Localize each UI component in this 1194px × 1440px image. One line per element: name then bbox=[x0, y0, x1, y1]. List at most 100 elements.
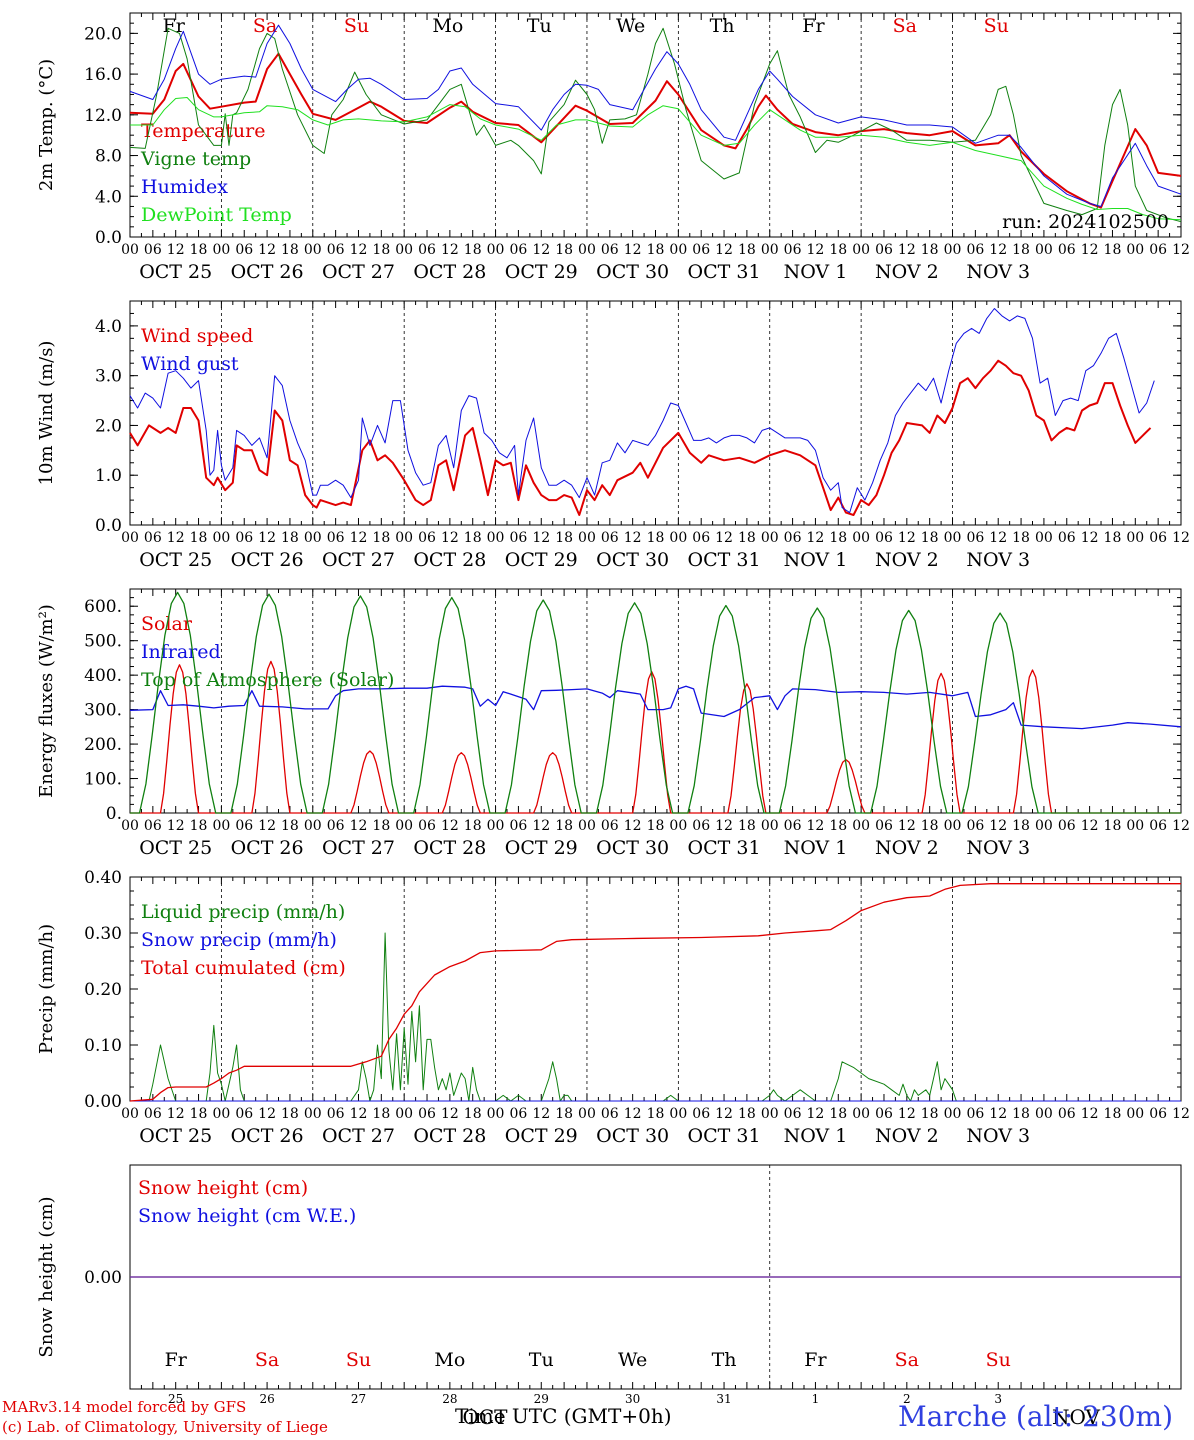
hour-tick-label: 12 bbox=[532, 1106, 550, 1122]
y-tick-label: 4.0 bbox=[95, 187, 122, 207]
hour-tick-label: 00 bbox=[1126, 530, 1144, 546]
hour-tick-label: 06 bbox=[875, 530, 893, 546]
series-line-temperature bbox=[129, 52, 1182, 209]
date-label: OCT 27 bbox=[322, 261, 395, 283]
weekday-label: Mo bbox=[434, 1349, 465, 1371]
hour-tick-label: 12 bbox=[350, 818, 368, 834]
date-label: NOV 2 bbox=[875, 1125, 939, 1147]
hour-tick-label: 12 bbox=[807, 1106, 825, 1122]
hour-tick-label: 06 bbox=[1058, 1106, 1076, 1122]
hour-tick-label: 06 bbox=[601, 242, 619, 258]
date-label: NOV 2 bbox=[875, 261, 939, 283]
hour-tick-label: 12 bbox=[350, 1106, 368, 1122]
hour-tick-label: 12 bbox=[715, 242, 733, 258]
hour-tick-label: 06 bbox=[875, 1106, 893, 1122]
series-line-humidex bbox=[129, 24, 1182, 207]
day-number: 28 bbox=[442, 1392, 457, 1406]
date-label: OCT 25 bbox=[139, 1125, 212, 1147]
hour-tick-label: 06 bbox=[1149, 530, 1167, 546]
y-tick-label: 400. bbox=[84, 666, 122, 686]
hour-tick-label: 12 bbox=[532, 530, 550, 546]
hour-tick-label: 06 bbox=[1149, 818, 1167, 834]
y-tick-label: 1.0 bbox=[95, 466, 122, 486]
hour-tick-label: 00 bbox=[669, 1106, 687, 1122]
date-label: NOV 1 bbox=[784, 549, 848, 571]
hour-tick-label: 12 bbox=[1172, 530, 1190, 546]
date-label: NOV 1 bbox=[784, 261, 848, 283]
weekday-label: Tu bbox=[529, 1349, 554, 1371]
date-label: NOV 3 bbox=[966, 261, 1030, 283]
hour-tick-label: 18 bbox=[1012, 1106, 1030, 1122]
date-label: OCT 27 bbox=[322, 1125, 395, 1147]
weekday-label: Su bbox=[984, 15, 1009, 37]
y-tick-label: 20.0 bbox=[84, 24, 122, 44]
y-tick-label: 0.00 bbox=[84, 1092, 122, 1112]
hour-tick-label: 06 bbox=[327, 818, 345, 834]
hour-tick-label: 18 bbox=[1104, 242, 1122, 258]
hour-tick-label: 12 bbox=[898, 1106, 916, 1122]
hour-tick-label: 18 bbox=[829, 530, 847, 546]
y-tick-label: 0. bbox=[106, 804, 122, 824]
date-label: NOV 1 bbox=[784, 1125, 848, 1147]
hour-tick-label: 06 bbox=[875, 242, 893, 258]
day-number: 26 bbox=[259, 1392, 274, 1406]
day-number: 30 bbox=[625, 1392, 640, 1406]
hour-tick-label: 12 bbox=[167, 818, 185, 834]
legend-entry: Wind speed bbox=[141, 325, 253, 347]
hour-tick-label: 00 bbox=[1126, 1106, 1144, 1122]
hour-tick-label: 12 bbox=[624, 530, 642, 546]
date-label: NOV 2 bbox=[875, 549, 939, 571]
hour-tick-label: 18 bbox=[647, 242, 665, 258]
y-tick-label: 500. bbox=[84, 632, 122, 652]
hour-tick-label: 06 bbox=[784, 242, 802, 258]
hour-tick-label: 00 bbox=[1035, 530, 1053, 546]
legend-entry: Top of Atmosphere (Solar) bbox=[141, 669, 394, 691]
hour-tick-label: 12 bbox=[167, 242, 185, 258]
hour-tick-label: 06 bbox=[1149, 1106, 1167, 1122]
y-tick-label: 100. bbox=[84, 770, 122, 790]
date-label: OCT 29 bbox=[505, 261, 578, 283]
hour-tick-label: 18 bbox=[1104, 818, 1122, 834]
hour-tick-label: 18 bbox=[555, 530, 573, 546]
date-label: OCT 28 bbox=[413, 837, 486, 859]
hour-tick-label: 06 bbox=[509, 1106, 527, 1122]
hour-tick-label: 18 bbox=[829, 818, 847, 834]
weekday-label: We bbox=[618, 1349, 647, 1371]
hour-tick-label: 00 bbox=[212, 1106, 230, 1122]
series-line-vigne-temp bbox=[129, 27, 1182, 223]
hour-tick-label: 12 bbox=[1081, 530, 1099, 546]
y-tick-label: 0.20 bbox=[84, 980, 122, 1000]
hour-tick-label: 06 bbox=[601, 530, 619, 546]
station-name: Marche (alt: 230m) bbox=[898, 1400, 1174, 1433]
hour-tick-label: 06 bbox=[784, 818, 802, 834]
weekday-label: Sa bbox=[253, 15, 277, 37]
hour-tick-label: 18 bbox=[647, 530, 665, 546]
y-tick-label: 600. bbox=[84, 597, 122, 617]
hour-tick-label: 12 bbox=[167, 530, 185, 546]
hour-tick-label: 06 bbox=[966, 242, 984, 258]
legend-entry: Snow height (cm) bbox=[138, 1177, 308, 1199]
hour-tick-label: 18 bbox=[738, 818, 756, 834]
hour-tick-label: 12 bbox=[258, 242, 276, 258]
hour-tick-label: 12 bbox=[624, 242, 642, 258]
hour-tick-label: 00 bbox=[395, 1106, 413, 1122]
date-label: OCT 25 bbox=[139, 837, 212, 859]
hour-tick-label: 12 bbox=[989, 242, 1007, 258]
hour-tick-label: 18 bbox=[1104, 530, 1122, 546]
hour-tick-label: 12 bbox=[715, 818, 733, 834]
y-axis-label: Precip (mm/h) bbox=[36, 924, 57, 1054]
hour-tick-label: 00 bbox=[761, 242, 779, 258]
hour-tick-label: 00 bbox=[487, 242, 505, 258]
hour-tick-label: 12 bbox=[258, 818, 276, 834]
hour-tick-label: 18 bbox=[190, 1106, 208, 1122]
hour-tick-label: 06 bbox=[784, 530, 802, 546]
y-tick-label: 0.0 bbox=[95, 228, 122, 248]
hour-tick-label: 12 bbox=[715, 530, 733, 546]
hour-tick-label: 18 bbox=[1104, 1106, 1122, 1122]
hour-tick-label: 18 bbox=[829, 242, 847, 258]
hour-tick-label: 06 bbox=[1058, 242, 1076, 258]
hour-tick-label: 00 bbox=[578, 818, 596, 834]
hour-tick-label: 18 bbox=[1012, 530, 1030, 546]
hour-tick-label: 18 bbox=[921, 818, 939, 834]
hour-tick-label: 18 bbox=[190, 530, 208, 546]
